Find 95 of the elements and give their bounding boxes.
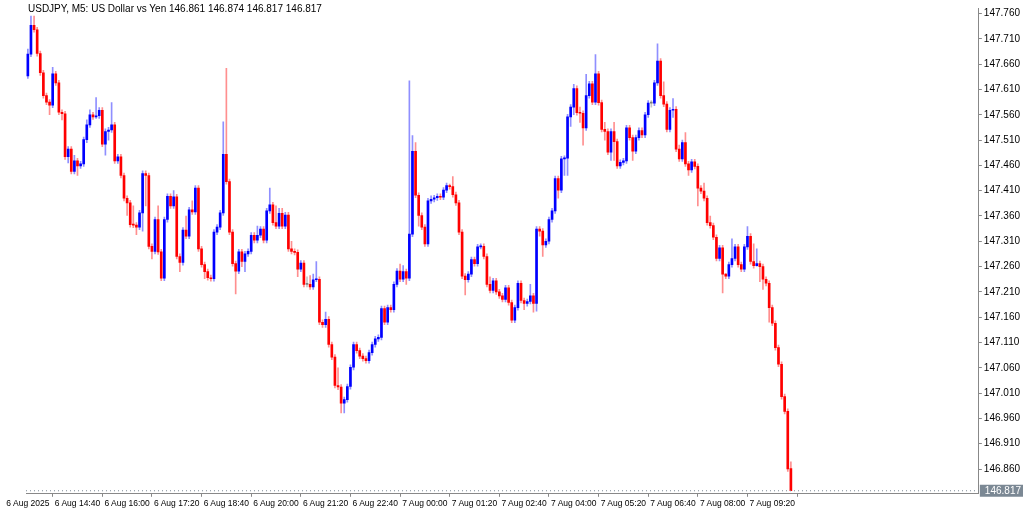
x-tick-label: 7 Aug 00:00	[402, 498, 448, 509]
candlestick	[625, 125, 628, 164]
y-tick-label: 147.110	[983, 336, 1020, 348]
y-tick-label: 146.860	[983, 462, 1021, 474]
y-tick-label: 147.760	[983, 7, 1021, 19]
x-tick-label: 6 Aug 17:20	[154, 498, 200, 509]
candlestick	[76, 157, 79, 176]
candlestick	[684, 132, 687, 167]
x-tick-label: 7 Aug 09:20	[749, 498, 796, 509]
candlestick	[194, 185, 197, 215]
candlestick	[141, 170, 144, 232]
y-tick-label: 147.160	[983, 310, 1021, 322]
candlestick	[73, 154, 76, 175]
candlestick	[594, 54, 597, 105]
candlestick	[172, 190, 175, 209]
chart-title: USDJPY, M5: US Dollar vs Yen 146.861 146.874 146.817 146.817	[28, 3, 322, 14]
candlestick	[107, 127, 110, 141]
candlestick	[314, 261, 318, 283]
x-tick-label: 7 Aug 06:40	[650, 498, 696, 509]
candlestick	[290, 240, 293, 255]
y-tick-label: 146.910	[983, 437, 1021, 449]
y-tick-label: 147.710	[983, 32, 1021, 44]
candlestick	[681, 139, 684, 162]
candlestick	[383, 305, 386, 326]
candlestick	[386, 304, 389, 326]
candlestick	[746, 226, 749, 250]
candlestick	[445, 182, 448, 194]
candlestick	[755, 248, 759, 267]
candlestick	[442, 187, 445, 201]
y-tick-label: 147.360	[983, 209, 1021, 221]
candlestick	[656, 43, 659, 86]
y-tick-label: 147.560	[983, 108, 1021, 120]
candlestick	[718, 245, 721, 262]
candlestick	[268, 187, 272, 214]
candlestick	[259, 226, 262, 239]
y-tick-label: 147.610	[983, 83, 1021, 95]
y-tick-label: 147.060	[983, 361, 1021, 373]
x-tick-label: 7 Aug 08:00	[699, 498, 746, 509]
candlestick	[265, 208, 269, 244]
candlestick	[690, 158, 693, 173]
y-tick-label: 147.410	[983, 184, 1021, 196]
candlestick	[200, 246, 203, 268]
candlestick	[262, 226, 265, 244]
candlestick	[169, 193, 172, 209]
y-tick-label: 147.210	[983, 285, 1021, 297]
x-tick-label: 7 Aug 01:20	[451, 498, 498, 509]
candlestick	[532, 293, 535, 313]
candlestick	[473, 256, 476, 267]
x-tick-label: 6 Aug 18:40	[203, 498, 250, 509]
x-tick-label: 6 Aug 14:40	[54, 498, 101, 509]
candlestick	[498, 289, 501, 299]
candlestick	[355, 341, 358, 354]
candlestick	[110, 102, 113, 133]
x-tick-label: 6 Aug 22:40	[352, 498, 399, 509]
x-tick-label: 6 Aug 2025	[6, 498, 50, 509]
candlestick	[256, 225, 259, 244]
x-tick-label: 6 Aug 16:00	[104, 498, 151, 509]
candlestick	[687, 161, 690, 176]
x-tick-label: 6 Aug 20:00	[253, 498, 299, 509]
ref-line-label: 146.817	[984, 484, 1022, 496]
candlestick	[324, 311, 327, 328]
candlestick	[743, 243, 746, 272]
candlestick	[560, 155, 563, 194]
y-tick-label: 146.960	[983, 412, 1021, 424]
candlestick	[197, 185, 200, 252]
candlestick	[721, 245, 724, 294]
candlestick	[380, 305, 383, 341]
y-tick-label: 147.260	[983, 260, 1021, 272]
candlestick	[209, 274, 213, 282]
candlestick	[504, 284, 507, 303]
candlestick	[470, 256, 473, 278]
candlestick	[501, 293, 504, 303]
y-tick-label: 147.310	[983, 235, 1021, 247]
x-tick-label: 7 Aug 05:20	[600, 498, 647, 509]
x-tick-label: 6 Aug 21:20	[302, 498, 349, 509]
candlestick	[408, 80, 411, 282]
candlestick	[591, 81, 594, 105]
candlestick	[535, 226, 538, 312]
candlestick	[48, 99, 51, 116]
y-tick-label: 147.010	[983, 386, 1021, 398]
candlestick	[104, 128, 107, 156]
candlestick	[287, 212, 290, 252]
x-tick-label: 7 Aug 02:40	[501, 498, 548, 509]
candlestick	[318, 276, 321, 326]
candlestick	[749, 233, 752, 265]
candlestick	[283, 212, 287, 229]
candlestick	[653, 80, 656, 106]
x-tick-label: 7 Aug 04:00	[551, 498, 597, 509]
y-tick-label: 147.460	[983, 159, 1021, 171]
candlestick	[138, 210, 141, 230]
y-tick-label: 147.660	[983, 57, 1021, 69]
candlestick	[529, 283, 532, 305]
candlestick	[439, 193, 442, 201]
candlestick	[476, 243, 479, 267]
y-tick-label: 147.510	[983, 133, 1021, 145]
